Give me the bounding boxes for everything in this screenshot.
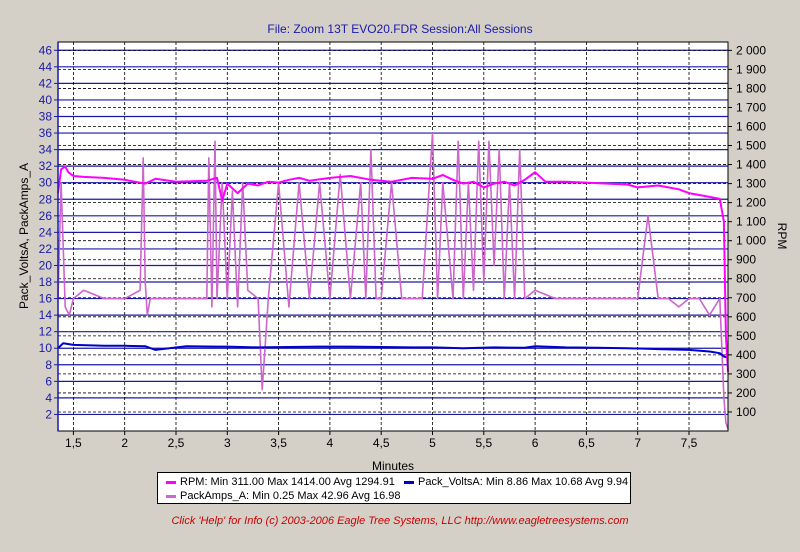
legend-item-volts: Pack_VoltsA: Min 8.86 Max 10.68 Avg 9.94 xyxy=(404,476,628,488)
tick-label-left-30: 30 xyxy=(39,176,53,190)
tick-label-right-200: 200 xyxy=(736,386,756,400)
tick-label-right-1000: 1 000 xyxy=(736,234,766,248)
legend-swatch-rpm xyxy=(166,480,176,484)
tick-label-left-24: 24 xyxy=(39,225,53,239)
tick-label-x-3: 3 xyxy=(224,436,231,450)
legend-swatch-amps xyxy=(166,494,176,498)
tick-label-x-11: 7 xyxy=(634,436,641,450)
tick-label-left-22: 22 xyxy=(39,242,53,256)
plot-background xyxy=(58,42,728,431)
tick-label-x-10: 6,5 xyxy=(578,436,595,450)
tick-label-left-32: 32 xyxy=(39,159,53,173)
tick-label-right-1800: 1 800 xyxy=(736,81,766,95)
tick-label-right-1300: 1 300 xyxy=(736,177,766,191)
y-left-ticks: 2468101214161820222426283032343638404244… xyxy=(39,42,59,431)
tick-label-x-5: 4 xyxy=(327,436,334,450)
y-right-ticks: 100 200 300 400 500 600 700 800 900 1 000 1 100 1 2… xyxy=(728,43,766,419)
tick-label-right-1200: 1 200 xyxy=(736,196,766,210)
tick-label-right-1100: 1 100 xyxy=(736,215,766,229)
tick-label-left-18: 18 xyxy=(39,275,53,289)
tick-label-right-300: 300 xyxy=(736,367,756,381)
tick-label-x-8: 5,5 xyxy=(475,436,492,450)
x-ticks: 1,5 2 2,5 3 3,5 4 4,5 5 5,5 6 6,5 7 7,5 xyxy=(65,431,698,450)
tick-label-left-42: 42 xyxy=(39,76,53,90)
legend-item-amps: PackAmps_A: Min 0.25 Max 42.96 Avg 16.98 xyxy=(166,490,401,502)
tick-label-left-46: 46 xyxy=(39,43,53,57)
tick-label-left-12: 12 xyxy=(39,325,53,339)
tick-label-right-700: 700 xyxy=(736,291,756,305)
tick-label-x-7: 5 xyxy=(429,436,436,450)
tick-label-right-100: 100 xyxy=(736,405,756,419)
tick-label-x-0: 1,5 xyxy=(65,436,82,450)
tick-label-left-34: 34 xyxy=(39,143,53,157)
y-left-axis-label: Pack_VoltsA, PackAmps_A xyxy=(17,163,31,309)
tick-label-left-4: 4 xyxy=(45,391,52,405)
footer-credit: Click 'Help' for Info (c) 2003-2006 Eagl… xyxy=(171,515,629,527)
tick-label-right-400: 400 xyxy=(736,348,756,362)
series-line-packamps-a xyxy=(57,132,729,430)
legend-label-amps: PackAmps_A: Min 0.25 Max 42.96 Avg 16.98 xyxy=(180,490,401,502)
tick-label-right-800: 800 xyxy=(736,272,756,286)
tick-label-right-600: 600 xyxy=(736,310,756,324)
tick-label-left-8: 8 xyxy=(45,358,52,372)
tick-label-left-14: 14 xyxy=(39,308,53,322)
tick-label-right-1700: 1 700 xyxy=(736,100,766,114)
tick-label-x-12: 7,5 xyxy=(681,436,698,450)
tick-label-x-4: 3,5 xyxy=(270,436,287,450)
tick-label-right-900: 900 xyxy=(736,253,756,267)
legend-swatch-volts xyxy=(404,480,414,484)
tick-label-left-2: 2 xyxy=(45,407,52,421)
legend: RPM: Min 311.00 Max 1414.00 Avg 1294.91 … xyxy=(157,472,631,504)
tick-label-left-16: 16 xyxy=(39,292,53,306)
x-axis-label: Minutes xyxy=(372,459,414,473)
tick-label-right-1600: 1 600 xyxy=(736,119,766,133)
chart-title: File: Zoom 13T EVO20.FDR Session:All Ses… xyxy=(267,22,533,36)
tick-label-right-1400: 1 400 xyxy=(736,158,766,172)
tick-label-right-500: 500 xyxy=(736,329,756,343)
tick-label-left-28: 28 xyxy=(39,192,53,206)
tick-label-right-1900: 1 900 xyxy=(736,62,766,76)
tick-label-left-36: 36 xyxy=(39,126,53,140)
tick-label-left-10: 10 xyxy=(39,341,53,355)
legend-label-rpm: RPM: Min 311.00 Max 1414.00 Avg 1294.91 xyxy=(180,476,395,488)
tick-label-x-9: 6 xyxy=(532,436,539,450)
series-line-pack-voltsa xyxy=(57,342,729,359)
legend-item-rpm: RPM: Min 311.00 Max 1414.00 Avg 1294.91 xyxy=(166,476,395,488)
tick-label-x-1: 2 xyxy=(121,436,128,450)
tick-label-x-2: 2,5 xyxy=(168,436,185,450)
tick-label-x-6: 4,5 xyxy=(373,436,390,450)
tick-label-left-44: 44 xyxy=(39,60,53,74)
legend-label-volts: Pack_VoltsA: Min 8.86 Max 10.68 Avg 9.94 xyxy=(418,476,629,488)
tick-label-left-38: 38 xyxy=(39,109,53,123)
tick-label-left-20: 20 xyxy=(39,258,53,272)
series-line-rpm xyxy=(57,165,729,372)
y-right-axis-label: RPM xyxy=(775,223,789,250)
tick-label-left-40: 40 xyxy=(39,93,53,107)
series-layer xyxy=(57,132,729,430)
tick-label-left-26: 26 xyxy=(39,209,53,223)
tick-label-right-1500: 1 500 xyxy=(736,139,766,153)
tick-label-right-2000: 2 000 xyxy=(736,43,766,57)
tick-label-left-6: 6 xyxy=(45,374,52,388)
